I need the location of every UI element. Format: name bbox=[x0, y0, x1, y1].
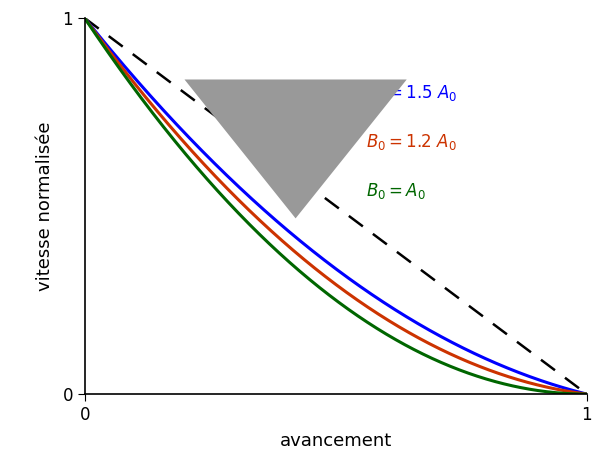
Y-axis label: vitesse normalisée: vitesse normalisée bbox=[36, 121, 54, 291]
X-axis label: avancement: avancement bbox=[280, 432, 392, 450]
Text: $B_0 = 1.2\ A_0$: $B_0 = 1.2\ A_0$ bbox=[366, 132, 457, 152]
Text: $B_0 = A_0$: $B_0 = A_0$ bbox=[366, 181, 425, 201]
Text: $B_0 = 1.5\ A_0$: $B_0 = 1.5\ A_0$ bbox=[366, 83, 457, 103]
